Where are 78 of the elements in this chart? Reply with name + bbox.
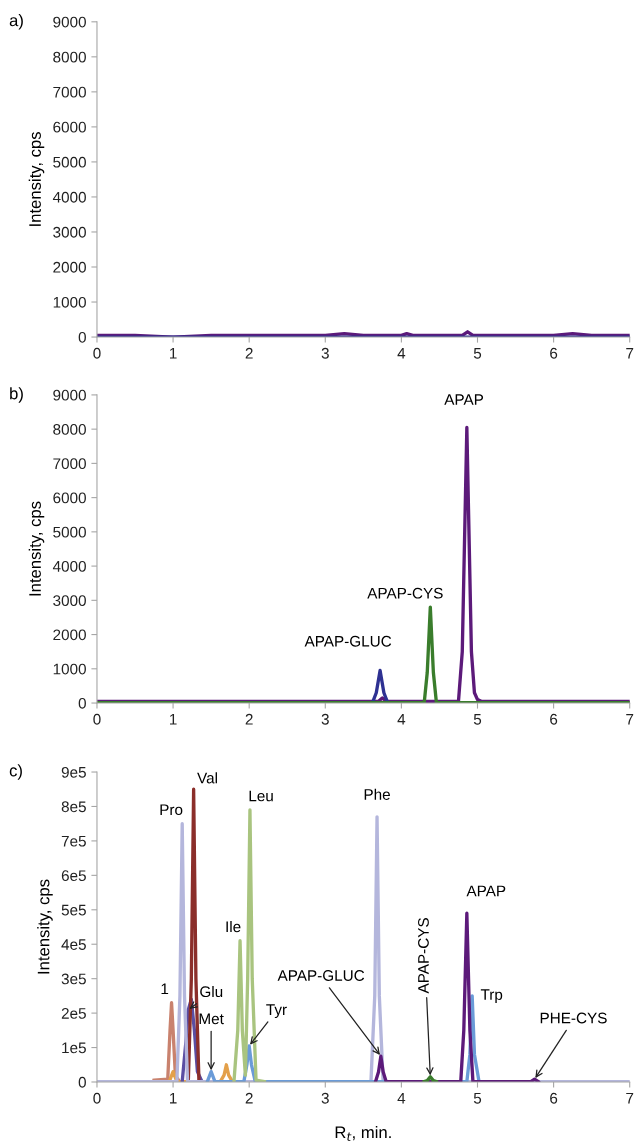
y-tick-label: 9000 — [53, 16, 86, 28]
annotation: Phe — [364, 788, 390, 800]
x-tick-label: 5 — [473, 1092, 482, 1104]
annotation: Val — [197, 772, 217, 784]
y-tick-label: 0 — [78, 331, 86, 343]
y-tick-label: 7000 — [53, 458, 86, 470]
y-tick-label: 3e5 — [61, 973, 86, 985]
x-tick-label: 1 — [170, 1092, 177, 1104]
annotation: Glu — [200, 985, 223, 998]
annotation: Leu — [249, 790, 273, 802]
y-tick-label: 1e5 — [62, 1042, 86, 1054]
x-tick-label: 7 — [626, 714, 634, 725]
y-tick-label: 9000 — [53, 389, 86, 401]
x-tick-label: 3 — [321, 347, 329, 359]
annotation: APAP-GLUC — [304, 635, 392, 647]
x-axis-title: R$_{t}$, min. — [335, 1126, 391, 1141]
annotation: APAP-CYS — [418, 918, 429, 994]
chart-title: b) — [10, 387, 23, 403]
x-tick-label: 1 — [170, 714, 177, 725]
y-tick-label: 7000 — [53, 86, 86, 98]
x-tick-label: 7 — [626, 1092, 634, 1104]
annotation: 1 — [161, 983, 169, 995]
y-tick-label: 6000 — [53, 121, 86, 133]
x-tick-label: 3 — [321, 1092, 329, 1104]
chart-title: a) — [9, 14, 23, 30]
y-tick-label: 3000 — [53, 226, 86, 238]
y-tick-label: 2e5 — [61, 1007, 86, 1019]
x-tick-label: 6 — [550, 1092, 558, 1104]
y-tick-label: 3000 — [53, 595, 86, 607]
y-tick-label: 0 — [78, 1076, 86, 1088]
x-tick-label: 3 — [321, 713, 329, 725]
y-tick-label: 0 — [78, 697, 86, 709]
x-tick-label: 0 — [93, 713, 101, 725]
annotation: APAP-GLUC — [277, 970, 365, 981]
y-tick-label: 1000 — [53, 663, 86, 675]
x-tick-label: 6 — [550, 713, 558, 725]
annotation: PHE-CYS — [540, 1012, 607, 1024]
x-tick-label: 4 — [397, 714, 406, 725]
y-tick-label: 8e5 — [61, 801, 86, 813]
y-axis-title: Intensity, cps — [28, 132, 45, 226]
x-tick-label: 0 — [93, 347, 101, 359]
x-tick-label: 1 — [170, 348, 177, 359]
y-tick-label: 2000 — [53, 629, 86, 641]
annotation: APAP — [444, 394, 484, 405]
x-tick-label: 2 — [245, 713, 253, 725]
x-tick-label: 5 — [473, 348, 482, 359]
y-tick-label: 4e5 — [61, 939, 86, 950]
x-tick-label: 0 — [93, 1092, 101, 1104]
x-tick-label: 7 — [626, 348, 634, 359]
y-tick-label: 6000 — [53, 492, 86, 504]
y-tick-label: 4000 — [52, 560, 86, 572]
y-tick-label: 5000 — [53, 526, 86, 538]
x-tick-label: 2 — [245, 347, 253, 359]
x-tick-label: 5 — [473, 714, 482, 725]
y-axis-title: Intensity, cps — [28, 501, 45, 596]
annotation: Ile — [226, 920, 241, 933]
annotation: Met — [199, 1013, 224, 1025]
x-tick-label: 4 — [397, 1092, 406, 1104]
y-tick-label: 8000 — [53, 424, 86, 435]
annotation: Tyr — [266, 1004, 287, 1019]
y-tick-label: 4000 — [52, 191, 86, 203]
y-tick-label: 5000 — [53, 156, 86, 168]
x-tick-label: 2 — [245, 1092, 253, 1104]
x-tick-label: 6 — [550, 347, 558, 359]
y-tick-label: 7e5 — [61, 835, 86, 847]
x-tick-label: 4 — [397, 348, 406, 359]
annotation: APAP-CYS — [367, 587, 443, 599]
annotation: Pro — [160, 804, 183, 816]
chart-title: c) — [9, 764, 22, 780]
annotation: APAP — [466, 885, 506, 897]
y-tick-label: 1000 — [53, 296, 86, 308]
y-tick-label: 6e5 — [61, 870, 86, 882]
y-axis-title: Intensity, cps — [37, 879, 53, 974]
y-tick-label: 5e5 — [61, 904, 86, 916]
annotation: Trp — [480, 989, 503, 1004]
y-tick-label: 2000 — [53, 261, 86, 273]
y-tick-label: 9e5 — [61, 766, 86, 778]
y-tick-label: 8000 — [53, 51, 86, 63]
